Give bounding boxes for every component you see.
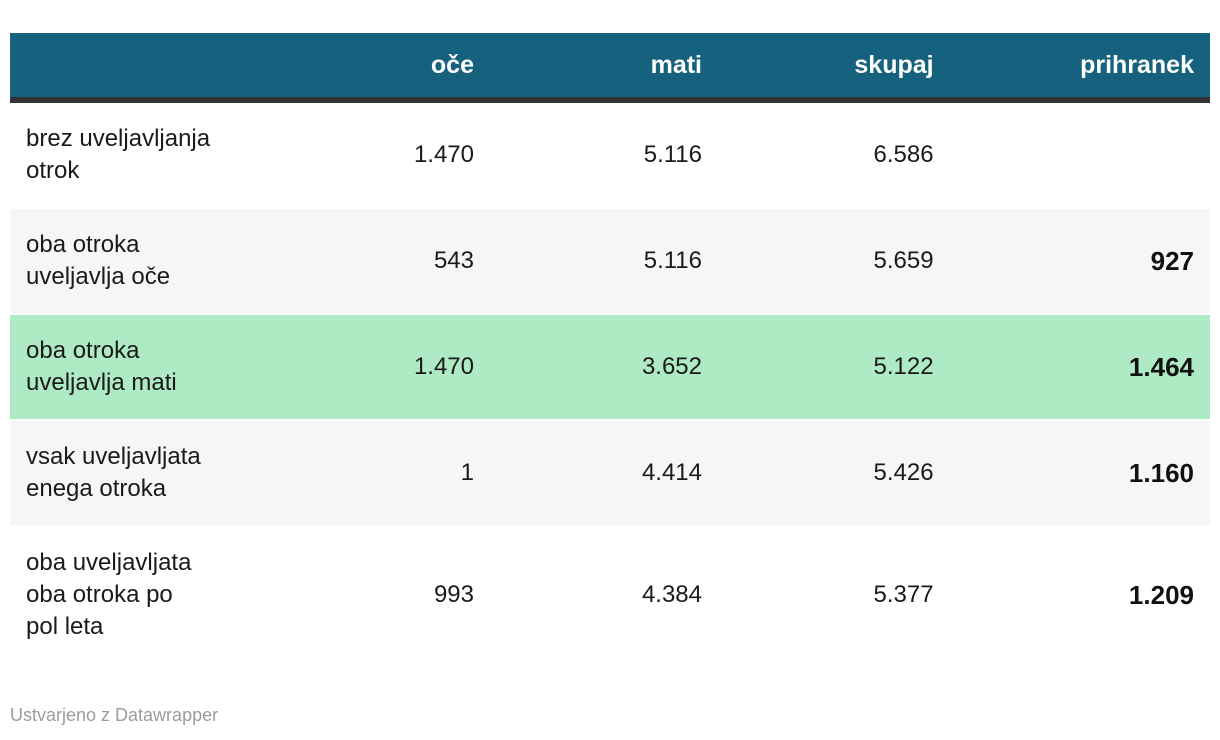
oce-cell: 993 bbox=[433, 581, 474, 608]
prihranek-cell: 1.464 bbox=[1128, 352, 1194, 382]
row-label-cell: oba otroka uveljavlja oče bbox=[26, 231, 171, 290]
row-label-cell: oba otroka uveljavlja mati bbox=[26, 337, 177, 396]
skupaj-cell: 5.122 bbox=[873, 353, 934, 380]
table-row: oba otroka uveljavlja mati 1.470 3.652 5.12… bbox=[10, 314, 1210, 420]
datawrapper-attribution: Ustvarjeno z Datawrapper bbox=[10, 705, 219, 725]
oce-cell: 1.470 bbox=[413, 141, 474, 168]
mati-cell: 5.116 bbox=[643, 247, 702, 274]
oce-cell: 1 bbox=[460, 459, 474, 486]
mati-cell: 5.116 bbox=[643, 141, 702, 168]
prihranek-cell: 927 bbox=[1150, 246, 1194, 276]
table-row: vsak uveljavljata enega otroka 1 4.414 5.42… bbox=[10, 420, 1210, 526]
skupaj-cell: 5.659 bbox=[873, 247, 934, 274]
skupaj-cell: 5.426 bbox=[873, 459, 934, 486]
row-label-cell: brez uveljavljanja otrok bbox=[26, 125, 211, 184]
mati-cell: 3.652 bbox=[641, 353, 702, 380]
mati-cell: 4.414 bbox=[641, 459, 702, 486]
skupaj-cell: 6.586 bbox=[873, 141, 934, 168]
prihranek-cell: 1.209 bbox=[1128, 580, 1194, 610]
skupaj-cell: 5.377 bbox=[873, 581, 934, 608]
row-label-cell: vsak uveljavljata enega otroka bbox=[26, 443, 201, 502]
mati-cell: 4.384 bbox=[641, 581, 702, 608]
header-cell-mati: mati bbox=[490, 33, 718, 100]
table-row: oba uveljavljata oba otroka po pol leta 9… bbox=[10, 526, 1210, 663]
header-row: oče mati skupaj prihranek bbox=[10, 33, 1210, 100]
row-label-cell: oba uveljavljata oba otroka po pol leta bbox=[26, 549, 192, 640]
table-row: oba otroka uveljavlja oče 543 5.116 5.659 92… bbox=[10, 208, 1210, 314]
table-header: oče mati skupaj prihranek bbox=[10, 33, 1210, 100]
header-cell-label bbox=[10, 33, 262, 100]
header-cell-oče: oče bbox=[262, 33, 490, 100]
table-row: brez uveljavljanja otrok 1.470 5.116 6.586 bbox=[10, 100, 1210, 208]
table-body: brez uveljavljanja otrok 1.470 5.116 6.586 o… bbox=[10, 100, 1210, 663]
header-cell-prihranek: prihranek bbox=[949, 33, 1210, 100]
data-table: oče mati skupaj prihranek brez uveljavljanj… bbox=[10, 33, 1210, 663]
oce-cell: 1.470 bbox=[413, 353, 474, 380]
header-cell-skupaj: skupaj bbox=[718, 33, 950, 100]
oce-cell: 543 bbox=[433, 247, 474, 274]
prihranek-cell: 1.160 bbox=[1128, 458, 1194, 488]
prihranek-cell bbox=[950, 100, 1210, 208]
